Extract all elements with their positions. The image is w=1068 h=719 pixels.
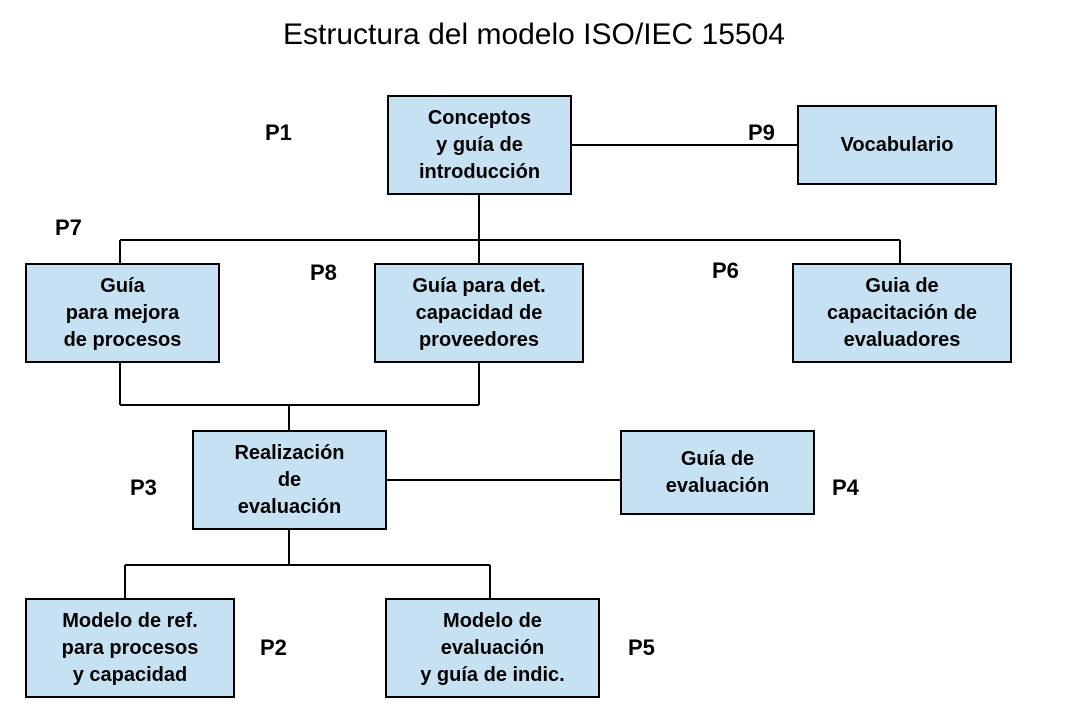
node-p7-guia-mejora: Guíapara mejorade procesos (25, 263, 220, 363)
node-p6-guia-capacitacion: Guia decapacitación deevaluadores (792, 263, 1012, 363)
node-p1-conceptos: Conceptosy guía deintroducción (387, 95, 572, 195)
label-p1: P1 (265, 120, 292, 146)
label-p9: P9 (748, 120, 775, 146)
label-p7: P7 (55, 215, 82, 241)
label-p2: P2 (260, 635, 287, 661)
label-p4: P4 (832, 475, 859, 501)
node-p2-modelo-ref: Modelo de ref.para procesosy capacidad (25, 598, 235, 698)
label-p3: P3 (130, 475, 157, 501)
label-p8: P8 (310, 260, 337, 286)
node-p3-realizacion: Realizacióndeevaluación (192, 430, 387, 530)
diagram-title: Estructura del modelo ISO/IEC 15504 (0, 18, 1068, 52)
node-p8-guia-capacidad-prov: Guía para det.capacidad deproveedores (374, 263, 584, 363)
diagram-canvas: Estructura del modelo ISO/IEC 15504 Conc… (0, 0, 1068, 719)
node-p4-guia-evaluacion: Guía deevaluación (620, 430, 815, 515)
node-p5-modelo-eval: Modelo deevaluacióny guía de indic. (385, 598, 600, 698)
label-p6: P6 (712, 258, 739, 284)
label-p5: P5 (628, 635, 655, 661)
node-p9-vocabulario: Vocabulario (797, 105, 997, 185)
